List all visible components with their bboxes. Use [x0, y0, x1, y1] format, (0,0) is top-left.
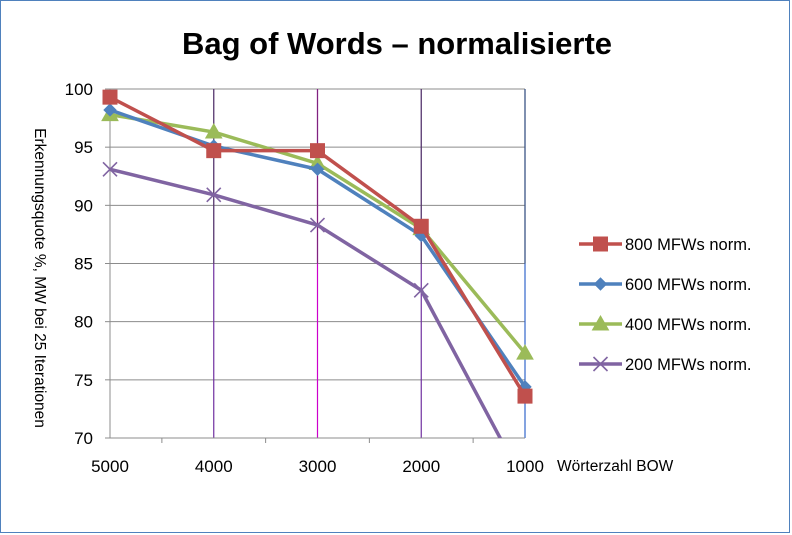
- x-tick-label: 1000: [506, 457, 544, 476]
- series-200: [102, 161, 503, 438]
- y-tick-label: 70: [74, 429, 93, 448]
- legend-label: 800 MFWs norm.: [625, 236, 752, 254]
- legend-label: 400 MFWs norm.: [625, 316, 752, 334]
- data-point: [309, 217, 326, 233]
- data-point: [310, 143, 325, 159]
- legend-label: 200 MFWs norm.: [625, 356, 752, 374]
- legend-marker: [593, 236, 608, 252]
- y-tick-label: 95: [74, 138, 93, 157]
- legend-entry: 200 MFWs norm.: [579, 356, 752, 374]
- data-point-stroke: [413, 282, 429, 298]
- series-group: [101, 89, 534, 438]
- legend-entry: 800 MFWs norm.: [579, 236, 752, 254]
- x-axis-label: Wörterzahl BOW: [557, 458, 674, 475]
- legend-entry: 400 MFWs norm.: [579, 314, 752, 334]
- legend-marker: [591, 314, 610, 331]
- y-tick-label: 80: [74, 313, 93, 332]
- legend-label: 600 MFWs norm.: [625, 276, 752, 294]
- x-tick-label: 5000: [91, 457, 129, 476]
- data-point: [517, 388, 533, 404]
- legend-marker-stroke: [592, 356, 609, 372]
- legend-entry: 600 MFWs norm.: [579, 276, 752, 294]
- data-point: [516, 344, 534, 360]
- data-point: [413, 282, 429, 298]
- legend: 800 MFWs norm. 600 MFWs norm. 400 MFWs nor…: [579, 236, 752, 374]
- chart-title: Bag of Words – normalisierte: [182, 26, 612, 61]
- data-point: [102, 161, 118, 177]
- x-tick-label: 3000: [299, 457, 337, 476]
- series-800: [102, 89, 533, 404]
- data-point: [206, 187, 222, 203]
- y-tick-label: 100: [65, 80, 93, 99]
- data-point: [204, 123, 223, 139]
- x-tick-label: 4000: [195, 457, 233, 476]
- y-tick-label: 85: [74, 255, 93, 274]
- plot-area: 70 75 80 85 90 95 100 5000 4000 3000 2000 1000: [65, 80, 544, 476]
- data-point: [413, 218, 429, 234]
- y-tick-label: 90: [74, 196, 93, 215]
- data-point: [103, 103, 117, 117]
- data-point: [206, 143, 222, 159]
- legend-marker: [593, 277, 608, 291]
- data-point-stroke: [102, 161, 118, 177]
- x-tick-label: 2000: [402, 457, 440, 476]
- data-point-stroke: [309, 217, 326, 233]
- y-tick-label: 75: [74, 371, 93, 390]
- y-axis-label: Erkennungsquote %, MW bei 25 Iterationen: [31, 128, 48, 428]
- data-point: [102, 89, 118, 105]
- data-point: [310, 162, 325, 176]
- legend-marker: [592, 356, 609, 372]
- data-point-stroke: [206, 187, 222, 203]
